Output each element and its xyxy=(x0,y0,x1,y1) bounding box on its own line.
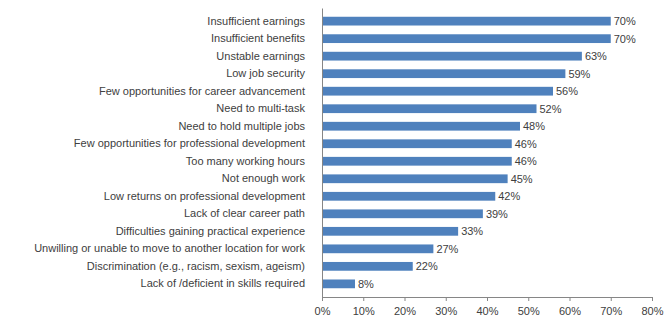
data-label: 8% xyxy=(358,278,374,290)
tick: 50% xyxy=(518,297,540,317)
tick-label: 80% xyxy=(641,305,663,317)
tick-label: 10% xyxy=(353,305,375,317)
category-label: Few opportunities for professional devel… xyxy=(74,137,305,149)
axis-line xyxy=(323,298,653,302)
data-label: 63% xyxy=(585,50,607,62)
tick: Too many working hours xyxy=(186,155,306,167)
tick: Not enough work xyxy=(222,172,306,184)
tick-mark xyxy=(322,297,323,301)
tick: Lack of /deficient in skills required xyxy=(141,277,305,289)
tick: Low job security xyxy=(226,67,305,79)
tick: Few opportunities for professional devel… xyxy=(74,137,305,149)
bar xyxy=(322,139,512,148)
tick-label: 30% xyxy=(435,305,457,317)
tick: Unstable earnings xyxy=(216,50,305,62)
category-label: Too many working hours xyxy=(186,155,306,167)
category-label: Need to multi-task xyxy=(216,102,305,114)
tick: Unwilling or unable to move to another l… xyxy=(34,242,305,254)
tick-mark xyxy=(570,297,571,301)
category-label: Insufficient earnings xyxy=(207,15,305,27)
tick: Insufficient benefits xyxy=(211,32,305,44)
category-label: Lack of /deficient in skills required xyxy=(141,277,305,289)
bar xyxy=(322,227,458,236)
data-label: 42% xyxy=(498,190,520,202)
data-label: 70% xyxy=(614,15,636,27)
bar xyxy=(322,174,508,183)
category-label: Lack of clear career path xyxy=(184,207,305,219)
data-label: 39% xyxy=(486,208,508,220)
category-label: Low returns on professional development xyxy=(104,190,305,202)
bar xyxy=(322,34,611,43)
data-label: 33% xyxy=(461,225,483,237)
tick: 60% xyxy=(559,297,581,317)
tick-mark xyxy=(487,297,488,301)
tick-mark xyxy=(528,297,529,301)
data-label: 27% xyxy=(436,243,458,255)
bar xyxy=(322,209,483,218)
tick-label: 70% xyxy=(600,305,622,317)
data-labels: 70%70%63%59%56%52%48%46%46%45%42%39%33%2… xyxy=(358,15,636,290)
tick: Need to multi-task xyxy=(216,102,305,114)
tick: 30% xyxy=(435,297,457,317)
tick: 0% xyxy=(315,297,331,317)
bar xyxy=(322,87,553,96)
tick: 80% xyxy=(641,297,663,317)
tick-mark xyxy=(652,297,653,301)
tick: 70% xyxy=(600,297,622,317)
axis-line xyxy=(322,9,323,298)
data-label: 45% xyxy=(511,173,533,185)
data-label: 56% xyxy=(556,85,578,97)
bar xyxy=(322,104,537,113)
bar xyxy=(322,52,582,61)
category-label: Not enough work xyxy=(222,172,306,184)
tick: Few opportunities for career advancement xyxy=(99,85,305,97)
bar xyxy=(322,69,565,78)
bar xyxy=(322,192,495,201)
tick-label: 50% xyxy=(518,305,540,317)
chart: 70%70%63%59%56%52%48%46%46%45%42%39%33%2… xyxy=(0,0,671,325)
category-label: Unstable earnings xyxy=(216,50,305,62)
category-label: Discrimination (e.g., racism, sexism, ag… xyxy=(87,260,305,272)
tick: Lack of clear career path xyxy=(184,207,305,219)
data-label: 70% xyxy=(614,33,636,45)
tick-label: 20% xyxy=(394,305,416,317)
category-label: Few opportunities for career advancement xyxy=(99,85,305,97)
tick: Discrimination (e.g., racism, sexism, ag… xyxy=(87,260,305,272)
data-label: 48% xyxy=(523,120,545,132)
data-label: 59% xyxy=(568,68,590,80)
tick: 10% xyxy=(353,297,375,317)
category-label: Insufficient benefits xyxy=(211,32,305,44)
tick: Low returns on professional development xyxy=(104,190,305,202)
tick-label: 60% xyxy=(559,305,581,317)
tick-mark xyxy=(611,297,612,301)
tick: Insufficient earnings xyxy=(207,15,305,27)
y-axis: Insufficient earnings Insufficient benefi… xyxy=(34,9,322,298)
tick: 40% xyxy=(476,297,498,317)
bar xyxy=(322,157,512,166)
tick: Difficulties gaining practical experienc… xyxy=(116,225,305,237)
bar xyxy=(322,279,355,288)
x-axis: 0% 10% 20% 30% 40% 50% 60% 70% 80% xyxy=(315,297,664,317)
bar xyxy=(322,17,611,26)
tick: 20% xyxy=(394,297,416,317)
tick-label: 0% xyxy=(315,305,331,317)
tick-mark xyxy=(446,297,447,301)
bars xyxy=(322,17,611,288)
category-label: Difficulties gaining practical experienc… xyxy=(116,225,305,237)
bar xyxy=(322,262,413,271)
tick-label: 40% xyxy=(476,305,498,317)
tick: Need to hold multiple jobs xyxy=(178,120,305,132)
data-label: 46% xyxy=(515,155,537,167)
category-label: Need to hold multiple jobs xyxy=(178,120,305,132)
category-label: Low job security xyxy=(226,67,305,79)
data-label: 46% xyxy=(515,138,537,150)
tick-mark xyxy=(405,297,406,301)
category-label: Unwilling or unable to move to another l… xyxy=(34,242,305,254)
bar xyxy=(322,122,520,131)
bar xyxy=(322,244,433,253)
tick-mark xyxy=(363,297,364,301)
data-label: 22% xyxy=(416,260,438,272)
data-label: 52% xyxy=(540,103,562,115)
